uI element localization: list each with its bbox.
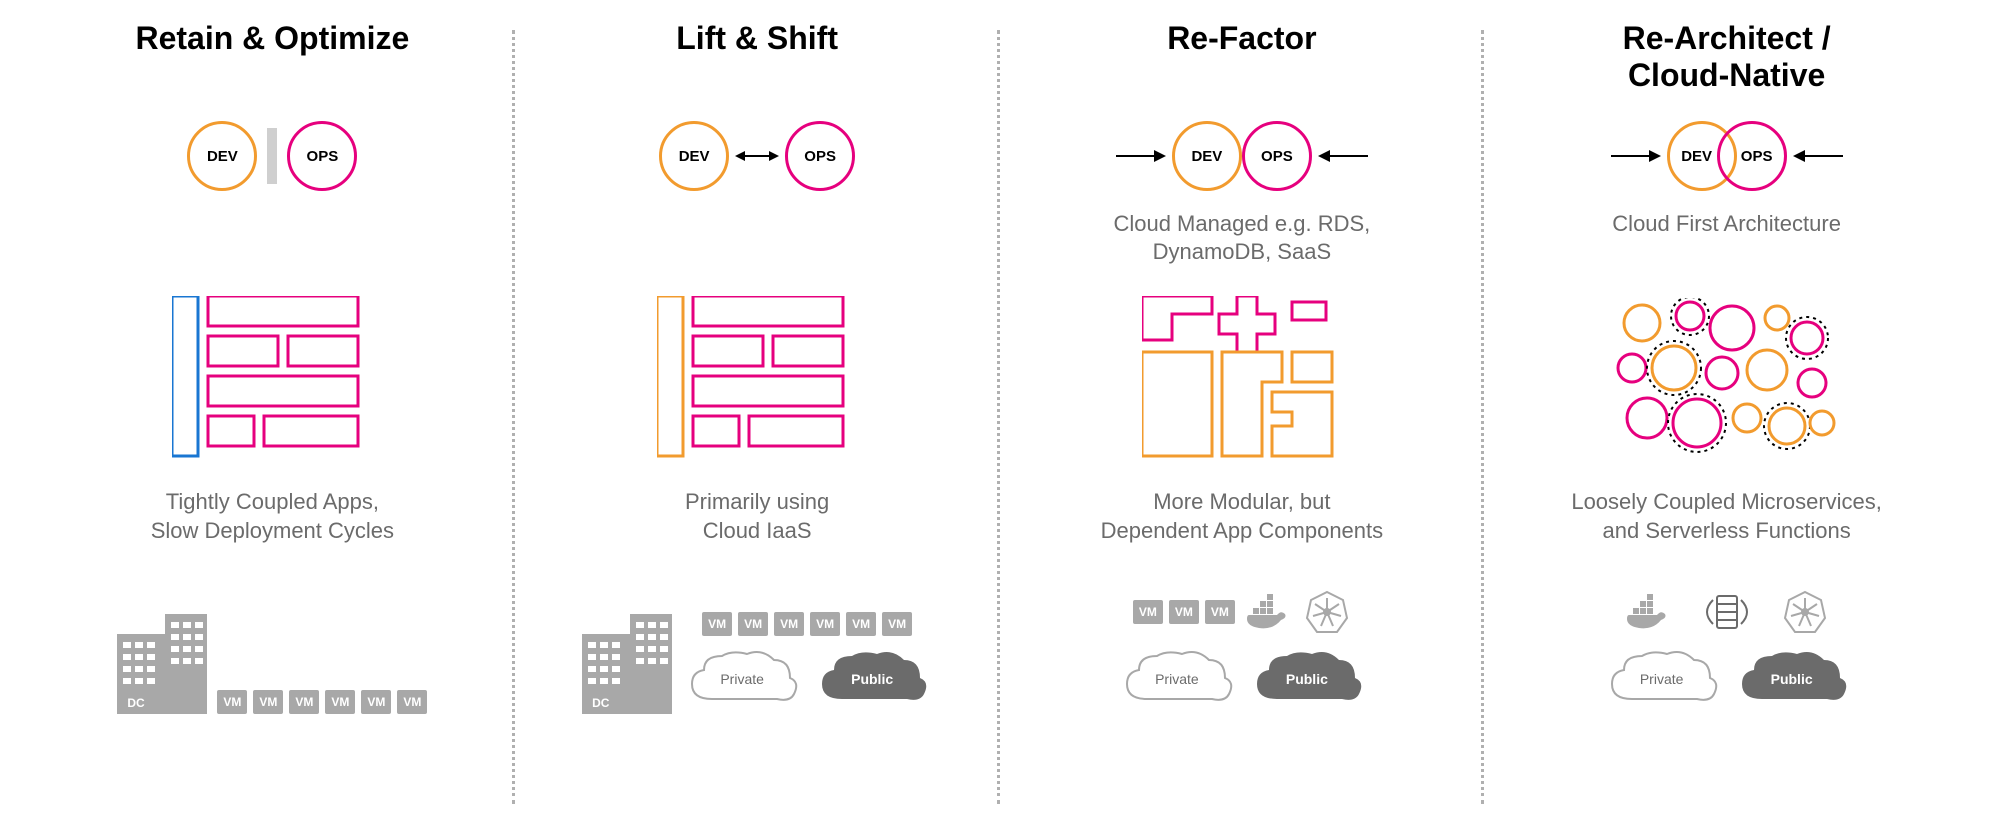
arrow-right-icon [1116,146,1166,166]
ops-circle: OPS [1717,121,1787,191]
public-cloud-icon: Public [1732,644,1852,714]
col-retain-optimize: Retain & Optimize DEV OPS Tightly Couple… [30,20,515,814]
vm-row: VM VM VM VM VM VM [217,690,427,714]
private-cloud-icon: Private [1602,644,1722,714]
vm-box: VM [325,690,355,714]
dev-circle: DEV [1172,121,1242,191]
col-subtitle: Cloud First Architecture [1612,210,1841,268]
dev-circle: DEV [659,121,729,191]
datacenter-icon: DC [582,604,672,714]
col-lift-shift: Lift & Shift DEV OPS Primarily usingClou… [515,20,1000,814]
vm-box: VM [397,690,427,714]
cloud-label: Private [1640,671,1684,687]
cloud-label: Private [1155,671,1199,687]
devops-separated: DEV OPS [187,116,357,196]
arch-desc: Loosely Coupled Microservices,and Server… [1571,488,1882,554]
arch-monolith-retain [172,288,372,468]
dev-circle: DEV [187,121,257,191]
cloud-label: Public [1286,671,1328,687]
public-cloud-icon: Public [812,644,932,714]
vm-box: VM [810,612,840,636]
col-title: Retain & Optimize [135,20,409,96]
infra-refactor: VM VM VM [1117,584,1367,714]
ops-circle: OPS [1242,121,1312,191]
aws-icon [1703,588,1751,636]
ops-circle: OPS [785,121,855,191]
arch-desc: Tightly Coupled Apps,Slow Deployment Cyc… [151,488,394,554]
col-cloud-native: Re-Architect /Cloud-Native DEV OPS Cloud… [1484,20,1969,814]
vm-row: VM VM VM [1133,600,1235,624]
cloud-label: Public [851,671,893,687]
arrow-left-icon [1318,146,1368,166]
vm-box: VM [846,612,876,636]
monolith-svg [657,296,857,461]
col-subtitle: Cloud Managed e.g. RDS,DynamoDB, SaaS [1113,210,1370,268]
arch-desc: More Modular, butDependent App Component… [1101,488,1384,554]
arch-monolith-lift [657,288,857,468]
col-title: Lift & Shift [676,20,838,96]
vm-box: VM [1205,600,1235,624]
arch-microservices [1612,288,1842,468]
private-cloud-icon: Private [682,644,802,714]
vm-box: VM [289,690,319,714]
cloud-label: Public [1771,671,1813,687]
public-cloud-icon: Public [1247,644,1367,714]
infra-lift: DC VM VM VM VM VM VM Private [582,584,932,714]
arrow-left-icon [1793,146,1843,166]
arch-modular [1142,288,1342,468]
col-refactor: Re-Factor DEV OPS Cloud Managed e.g. RDS… [1000,20,1485,814]
separator-bar [267,128,277,184]
cloud-label: Private [720,671,764,687]
datacenter-icon: DC [117,604,207,714]
infra-cloudnative: Private Public [1602,584,1852,714]
col-title: Re-Architect /Cloud-Native [1623,20,1831,96]
ops-circle: OPS [287,121,357,191]
vm-row: VM VM VM VM VM VM [702,612,912,636]
vm-box: VM [702,612,732,636]
monolith-svg [172,296,372,461]
vm-box: VM [882,612,912,636]
devops-bidirectional: DEV OPS [659,116,855,196]
vm-box: VM [253,690,283,714]
ops-label: OPS [1741,148,1773,165]
vm-box: VM [774,612,804,636]
col-title: Re-Factor [1167,20,1316,96]
dc-label: DC [592,696,609,710]
kubernetes-icon [1781,588,1829,636]
docker-icon [1245,588,1293,636]
vm-box: VM [217,690,247,714]
kubernetes-icon [1303,588,1351,636]
vm-box: VM [361,690,391,714]
private-cloud-icon: Private [1117,644,1237,714]
devops-overlapping: DEV OPS [1611,116,1843,196]
dc-label: DC [127,696,144,710]
devops-converging: DEV OPS [1116,116,1368,196]
infra-retain: DC VM VM VM VM VM VM [117,584,427,714]
dev-label: DEV [1681,148,1712,165]
vm-box: VM [1133,600,1163,624]
infra-stack: VM VM VM VM VM VM Private [682,612,932,714]
docker-icon [1625,588,1673,636]
arch-desc: Primarily usingCloud IaaS [685,488,829,554]
microservices-svg [1612,298,1842,458]
migration-stages-row: Retain & Optimize DEV OPS Tightly Couple… [30,20,1969,814]
bidir-arrow-icon [735,146,779,166]
arrow-right-icon [1611,146,1661,166]
modular-svg [1142,296,1342,461]
vm-box: VM [1169,600,1199,624]
vm-box: VM [738,612,768,636]
